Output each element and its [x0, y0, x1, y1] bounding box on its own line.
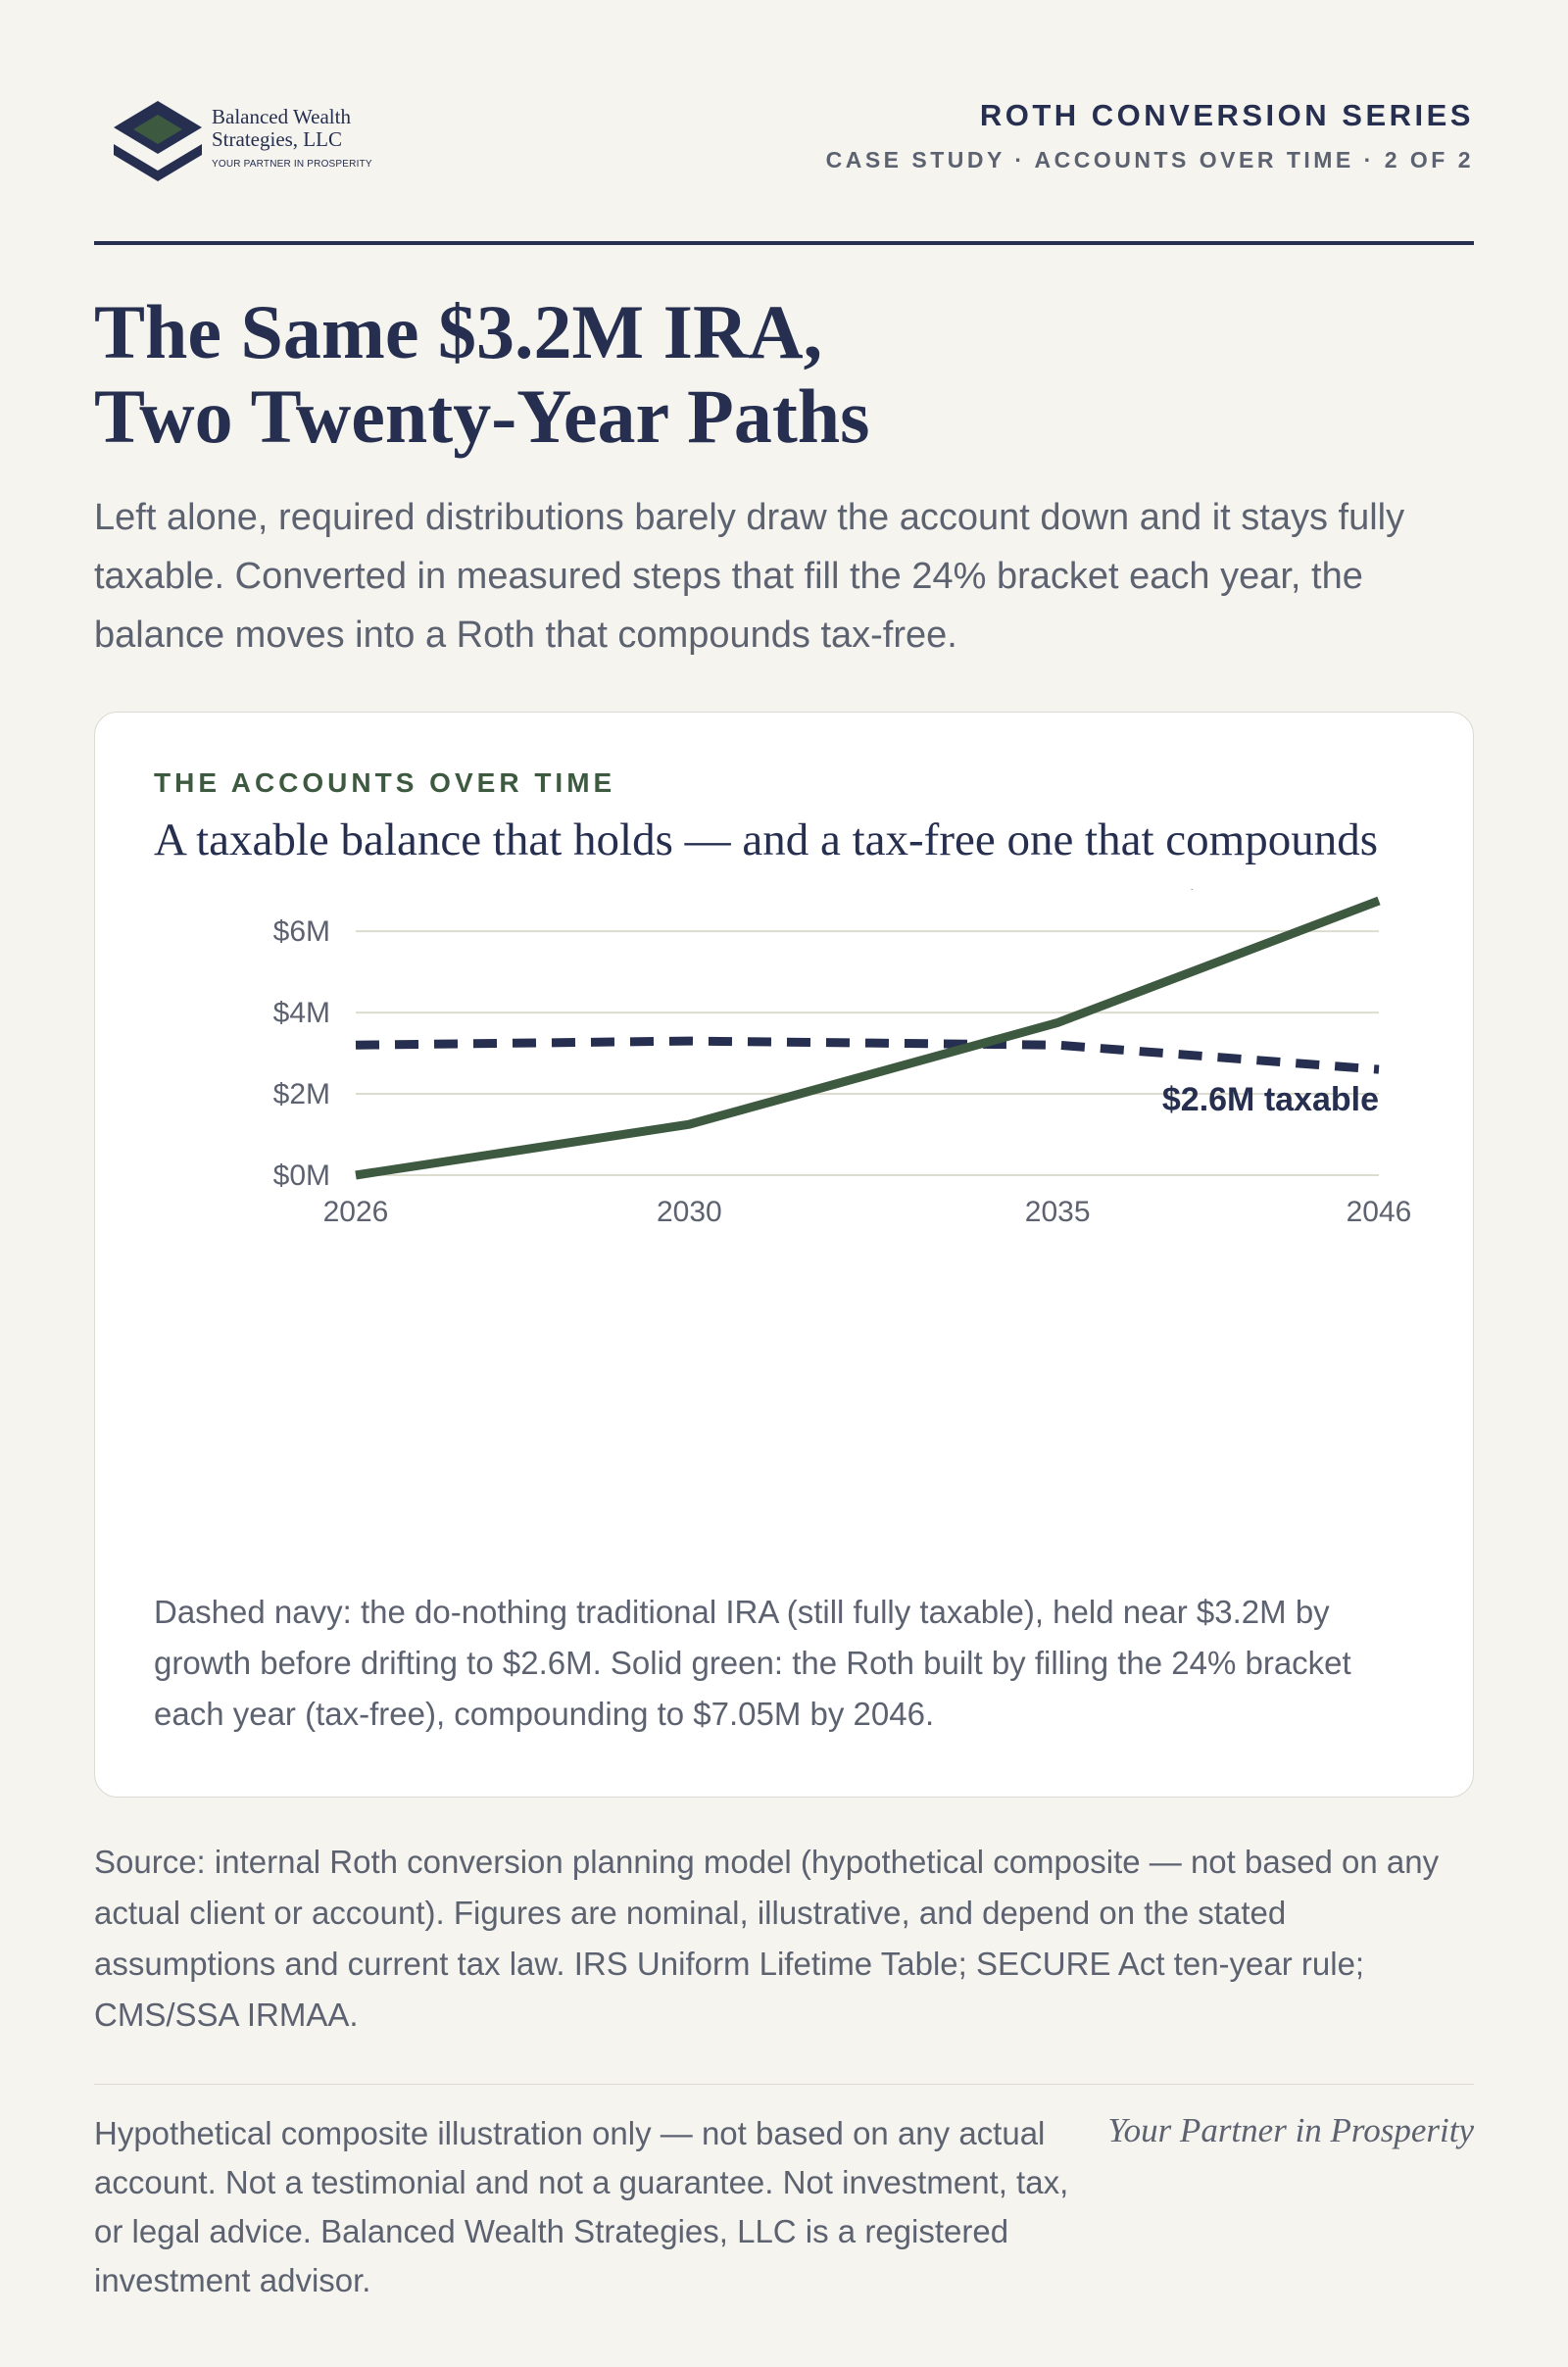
- brand-tagline-small: YOUR PARTNER IN PROSPERITY: [212, 159, 372, 170]
- series-title: ROTH CONVERSION SERIES: [979, 98, 1474, 132]
- series-subtitle: CASE STUDY · ACCOUNTS OVER TIME · 2 OF 2: [825, 147, 1474, 173]
- card-eyebrow: THE ACCOUNTS OVER TIME: [154, 767, 616, 798]
- y-tick-label: $4M: [273, 997, 330, 1029]
- y-tick-label: $0M: [273, 1159, 330, 1192]
- footer-divider: [94, 2084, 1474, 2085]
- brand-name: Balanced Wealth Strategies, LLC: [212, 106, 351, 151]
- footer-tagline: Your Partner in Prosperity: [1107, 2111, 1474, 2149]
- source-note: Source: internal Roth conversion plannin…: [94, 1844, 1440, 2033]
- chart-card: THE ACCOUNTS OVER TIME A taxable balance…: [94, 712, 1474, 1798]
- x-tick-label: 2030: [657, 1196, 722, 1222]
- header-divider: [94, 241, 1474, 245]
- x-tick-label: 2046: [1347, 1196, 1412, 1222]
- page-title-line2: Two Twenty-Year Paths: [94, 373, 870, 459]
- series-line-taxable: [355, 1036, 1380, 1074]
- series-line-roth: [355, 896, 1381, 1180]
- page-title-line1: The Same $3.2M IRA,: [94, 289, 823, 374]
- series-end-label-roth: $7.05M Roth: [1183, 889, 1379, 895]
- brand-name-line2: Strategies, LLC: [212, 127, 342, 151]
- header: Balanced Wealth Strategies, LLC YOUR PAR…: [94, 98, 1474, 196]
- brand-logo[interactable]: Balanced Wealth Strategies, LLC YOUR PAR…: [114, 98, 466, 184]
- series-end-label-taxable: $2.6M taxable: [1162, 1081, 1379, 1118]
- line-chart-svg: $0M $2M $4M $6M 2026 2030 2035 2046 $7.05M Roth $…: [273, 889, 1412, 1222]
- chart-note: Dashed navy: the do-nothing traditional …: [154, 1594, 1351, 1732]
- diamond-logo-icon: [114, 101, 202, 181]
- y-tick-label: $6M: [273, 915, 330, 948]
- x-tick-label: 2026: [323, 1196, 389, 1222]
- disclaimer: Hypothetical composite illustration only…: [94, 2115, 1069, 2298]
- card-title: A taxable balance that holds — and a tax…: [154, 814, 1378, 865]
- lead-paragraph: Left alone, required distributions barel…: [94, 497, 1405, 656]
- brand-name-line1: Balanced Wealth: [212, 105, 351, 128]
- x-tick-label: 2035: [1025, 1196, 1091, 1222]
- line-chart: $0M $2M $4M $6M 2026 2030 2035 2046 $7.05M Roth $…: [95, 889, 1473, 1222]
- page-title: The Same $3.2M IRA, Two Twenty-Year Path…: [94, 290, 1474, 459]
- y-tick-label: $2M: [273, 1078, 330, 1110]
